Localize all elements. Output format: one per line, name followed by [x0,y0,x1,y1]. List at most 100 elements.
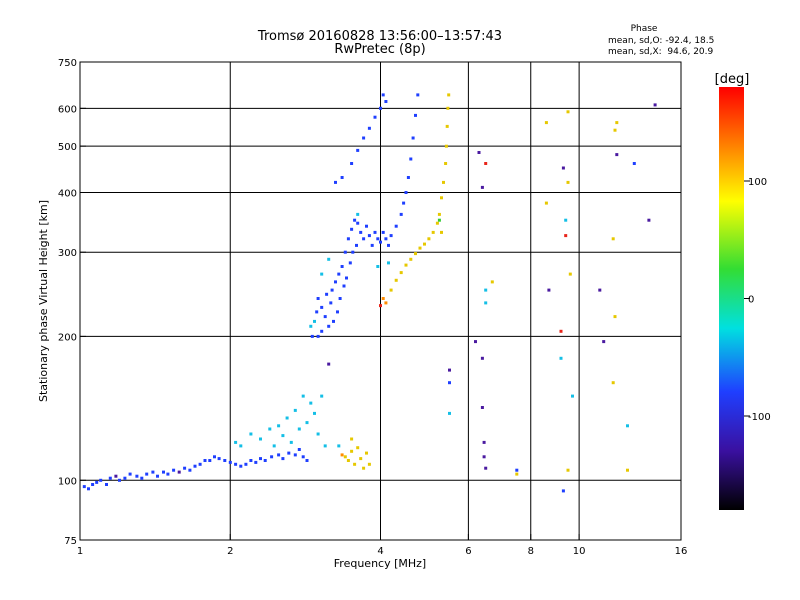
data-point [309,324,313,328]
data-point [435,221,439,225]
data-point [320,394,324,398]
data-point [602,340,606,344]
data-point [320,305,324,309]
data-point [334,280,337,284]
data-point [315,310,319,314]
data-point [330,288,334,292]
data-point [515,468,519,472]
data-point [268,427,272,431]
x-axis-label: Frequency [MHz] [334,557,426,570]
data-point [305,459,309,462]
data-point [277,453,281,457]
data-point [414,252,417,256]
data-point [384,237,388,241]
data-point [105,483,108,486]
data-point [367,126,371,130]
data-point [305,421,309,425]
data-point [329,301,333,305]
y-tick-label: 75 [64,536,77,547]
data-point [217,457,221,461]
data-point [547,288,551,292]
data-point [406,176,410,179]
data-point [340,176,344,179]
data-point [568,272,572,276]
data-point [362,466,366,470]
y-tick-label: 200 [58,332,77,343]
data-point [198,462,202,466]
data-point [320,329,324,333]
data-point [351,250,355,254]
data-point [359,230,363,234]
data-point [309,401,313,405]
data-point [234,440,238,444]
data-point [272,444,276,448]
data-point [571,394,574,398]
data-point [427,237,431,241]
data-point [384,100,388,103]
y-tick-label: 300 [58,248,77,259]
data-point [515,472,519,476]
data-point [249,459,253,462]
data-point [343,455,347,459]
data-point [480,406,484,409]
data-point [213,455,216,459]
data-point [348,261,352,265]
data-point [350,437,354,441]
data-point [135,474,139,478]
data-point [156,474,159,478]
data-point [289,440,293,444]
y-tick-label: 400 [58,188,77,199]
data-point [559,329,563,333]
data-point [389,234,393,238]
data-point [381,93,385,97]
data-point [490,280,494,284]
data-point [359,457,363,461]
colorbar-tick-label: 100 [748,177,767,188]
data-point [613,315,617,319]
colorbar-ticks: 100 0 -100 [744,177,771,423]
data-point [431,230,435,234]
colorbar: [deg] 100 0 -100 [715,72,771,510]
colorbar-label: [deg] [715,72,750,87]
y-axis-ticks: 75 100 200 300 400 500 600 750 [58,58,86,547]
data-point [172,468,176,472]
data-point [228,460,232,464]
data-point [343,250,347,254]
data-point [480,185,484,189]
x-tick-label: 10 [573,546,586,557]
y-tick-label: 500 [58,142,77,153]
data-point [249,432,253,436]
data-point [379,106,382,110]
data-point [376,265,380,268]
data-point [355,243,358,247]
data-point [323,315,327,319]
data-point [277,424,281,428]
data-point [423,242,426,246]
data-point [244,462,248,466]
x-tick-label: 1 [77,546,83,557]
data-point [234,462,238,466]
data-point [345,276,348,280]
data-point [332,319,335,323]
data-point [384,301,388,305]
data-point [350,162,354,165]
data-point [281,457,285,461]
data-point [342,284,346,288]
data-point [313,319,316,323]
data-point [316,334,320,338]
data-point [99,478,103,482]
data-point [301,394,305,398]
data-point [484,162,488,165]
data-point [598,288,602,292]
y-tick-label: 100 [58,476,77,487]
data-point [416,93,420,97]
data-point [404,263,408,267]
data-point [484,466,488,470]
data-point [362,136,366,140]
data-point [544,121,548,125]
data-point [559,356,563,360]
data-point [365,224,368,228]
data-point [411,136,415,140]
data-point [350,449,354,453]
data-point [340,265,344,268]
